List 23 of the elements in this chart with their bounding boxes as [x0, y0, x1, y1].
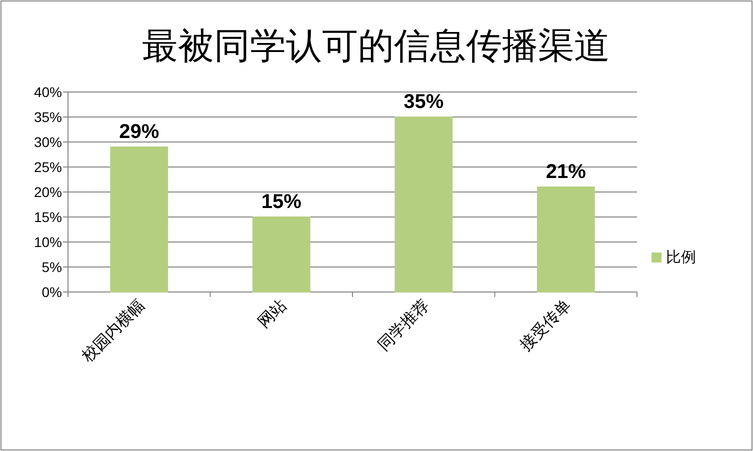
data-label: 15% [261, 191, 302, 213]
bar [252, 216, 310, 292]
bar [536, 186, 595, 292]
legend-label: 比例 [666, 249, 696, 266]
x-tick-label: 同学推荐 [374, 296, 432, 354]
y-tick-label: 25% [34, 159, 62, 175]
y-tick-label: 40% [34, 84, 62, 100]
y-tick-label: 10% [34, 234, 62, 250]
bar [110, 146, 168, 292]
data-label: 29% [119, 121, 160, 143]
data-label: 21% [546, 161, 586, 183]
y-tick-label: 20% [34, 184, 62, 200]
y-tick-label: 0% [42, 284, 62, 300]
y-tick-label: 15% [34, 209, 62, 225]
y-tick-label: 5% [42, 259, 62, 275]
bar [394, 116, 453, 292]
x-tick-label: 网站 [254, 296, 290, 332]
data-label: 35% [404, 91, 444, 113]
x-tick-label: 接受传单 [516, 296, 575, 354]
y-tick-label: 30% [34, 134, 62, 150]
chart-title: 最被同学认可的信息传播渠道 [142, 26, 610, 66]
x-tick-label: 校园内横幅 [78, 296, 148, 366]
y-tick-label: 35% [34, 109, 62, 125]
